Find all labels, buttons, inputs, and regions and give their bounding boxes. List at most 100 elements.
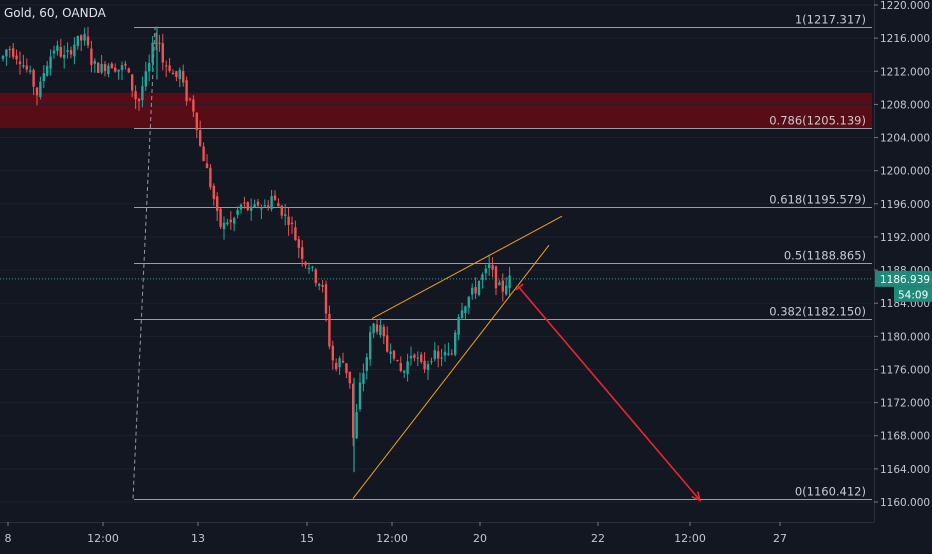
candle-body — [420, 354, 423, 362]
zone-rect — [0, 92, 872, 129]
candle-body — [433, 350, 436, 360]
time-tick-label: 12:00 — [674, 532, 706, 545]
candle-body — [314, 269, 317, 284]
candle-body — [158, 42, 161, 44]
candle-body — [338, 358, 341, 368]
symbol-name: Gold — [4, 6, 32, 20]
candle-body — [46, 65, 49, 76]
candle-body — [192, 99, 195, 112]
price-tick-label: 1204.000 — [880, 133, 930, 145]
candle-body — [406, 361, 409, 375]
candle-body — [365, 357, 368, 371]
price-tick-label: 1196.000 — [880, 199, 930, 211]
candle-body — [52, 50, 56, 54]
candle-body — [250, 206, 253, 211]
candle-body — [494, 266, 498, 289]
candle-body — [93, 60, 96, 64]
candle-body — [375, 324, 379, 332]
candle-body — [185, 80, 188, 102]
candle-body — [216, 196, 219, 211]
supply-zone — [0, 92, 872, 129]
fib-label: 1(1217.317) — [795, 13, 866, 27]
candle-body — [32, 69, 35, 87]
candle-body — [423, 360, 426, 370]
candle-body — [409, 356, 413, 359]
candle-body — [331, 345, 334, 361]
wedge-lower-line — [352, 244, 550, 499]
candle-body — [270, 196, 273, 210]
fib-label: 0.382(1182.150) — [769, 305, 866, 319]
price-tick-label: 1164.000 — [880, 464, 930, 476]
candle-body — [182, 71, 185, 83]
candle-body — [151, 42, 154, 63]
candle-body — [178, 69, 181, 80]
time-axis-bg — [0, 522, 932, 550]
current-price-label: 1186.939 — [880, 274, 930, 286]
time-tick-label: 22 — [591, 532, 605, 545]
candle-body — [90, 48, 93, 65]
candle-body — [379, 324, 382, 336]
candle-body — [267, 205, 270, 208]
time-tick-label: 27 — [773, 532, 787, 545]
candle-body — [273, 195, 277, 200]
candle-body — [144, 71, 147, 87]
candle-body — [253, 204, 256, 207]
candle-body — [188, 98, 192, 100]
candle-body — [256, 201, 260, 206]
candle-body — [416, 357, 419, 359]
candle-body — [430, 361, 433, 363]
candle-body — [396, 359, 399, 362]
candle-body — [243, 202, 246, 204]
vertical-date-marker — [132, 27, 156, 499]
candle-body — [100, 64, 103, 73]
time-axis: 8 12:00 13 15 12:00 20 22 12:00 27 — [0, 522, 932, 550]
price-tick-label: 1208.000 — [880, 99, 930, 111]
candle-body — [386, 335, 389, 352]
marker-line — [132, 27, 156, 499]
candle-body — [450, 353, 453, 355]
candle-body — [477, 281, 481, 296]
candle-body — [505, 285, 508, 295]
price-tick-label: 1180.000 — [880, 331, 930, 343]
price-tick-label: 1220.000 — [880, 0, 930, 12]
time-tick-label: 13 — [191, 532, 205, 545]
current-price-badge — [875, 270, 932, 287]
time-tick-label: 12:00 — [87, 532, 119, 545]
candle-body — [263, 205, 266, 207]
candle-body — [484, 268, 487, 274]
arrow-tail — [515, 283, 524, 291]
candle-body — [284, 214, 287, 217]
candle-body — [335, 362, 338, 370]
candle-body — [426, 364, 430, 370]
candle-body — [25, 65, 28, 70]
candle-body — [73, 44, 76, 57]
candle-body — [212, 185, 215, 199]
price-tick-label: 1160.000 — [880, 497, 930, 509]
candle-body — [290, 222, 294, 225]
candle-body — [324, 284, 328, 314]
candle-body — [83, 33, 86, 41]
candles — [1, 26, 511, 473]
candle-body — [131, 74, 134, 91]
candle-body — [280, 205, 283, 216]
candle-body — [413, 354, 416, 358]
candle-body — [29, 70, 32, 72]
candle-body — [457, 316, 460, 335]
candle-body — [161, 43, 164, 63]
candle-body — [471, 287, 474, 295]
arrow-line — [516, 284, 701, 501]
candle-body — [321, 285, 324, 287]
candle-body — [460, 310, 464, 319]
candle-body — [18, 61, 22, 65]
price-tick-label: 1176.000 — [880, 364, 930, 376]
candle-body — [219, 208, 222, 227]
candle-body — [39, 81, 42, 97]
time-tick-label: 12:00 — [376, 532, 408, 545]
candle-body — [202, 146, 205, 161]
candle-body — [498, 282, 501, 286]
candle-body — [97, 62, 100, 73]
candle-body — [372, 323, 375, 334]
price-tick-label: 1212.000 — [880, 66, 930, 78]
